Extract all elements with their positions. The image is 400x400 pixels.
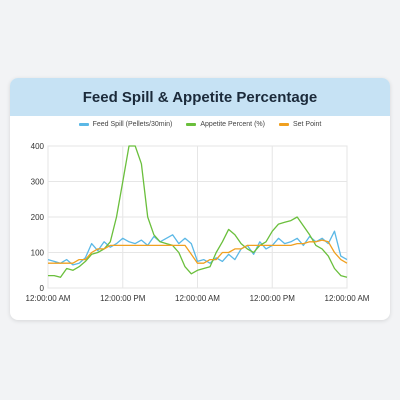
legend-label-feed-spill: Feed Spill (Pellets/30min) bbox=[92, 121, 173, 128]
x-tick-label: 12:00:00 PM bbox=[250, 294, 296, 303]
y-tick-label: 200 bbox=[31, 213, 45, 222]
legend-swatch-feed-spill bbox=[78, 123, 89, 126]
legend-swatch-appetite bbox=[186, 123, 197, 126]
y-tick-label: 100 bbox=[31, 249, 45, 258]
x-tick-label: 12:00:00 AM bbox=[175, 294, 220, 303]
y-tick-label: 400 bbox=[31, 142, 45, 151]
chart-card: Feed Spill & Appetite Percentage Feed Sp… bbox=[10, 78, 390, 320]
x-tick-label: 12:00:00 AM bbox=[26, 294, 71, 303]
line-chart: 0 100 200 300 400 12:00:00 AM 12:00:00 PM 12:00… bbox=[26, 142, 370, 303]
legend-item-set-point[interactable]: Set Point bbox=[278, 121, 322, 128]
series-line-feed-spill bbox=[47, 230, 348, 266]
legend-swatch-set-point bbox=[278, 123, 289, 126]
chart-title: Feed Spill & Appetite Percentage bbox=[82, 88, 318, 106]
x-tick-label: 12:00:00 AM bbox=[325, 294, 370, 303]
legend-item-feed-spill[interactable]: Feed Spill (Pellets/30min) bbox=[78, 121, 173, 128]
legend-item-appetite[interactable]: Appetite Percent (%) bbox=[186, 121, 265, 128]
legend-label-appetite: Appetite Percent (%) bbox=[200, 121, 265, 128]
y-tick-label: 300 bbox=[31, 178, 45, 187]
chart-legend: Feed Spill (Pellets/30min) Appetite Perc… bbox=[10, 121, 390, 128]
x-tick-label: 12:00:00 PM bbox=[100, 294, 146, 303]
y-tick-label: 0 bbox=[40, 284, 45, 293]
series-line-appetite bbox=[48, 145, 348, 278]
card-header: Feed Spill & Appetite Percentage bbox=[10, 78, 390, 116]
series-line-set-point bbox=[48, 239, 348, 264]
legend-label-set-point: Set Point bbox=[292, 121, 322, 128]
